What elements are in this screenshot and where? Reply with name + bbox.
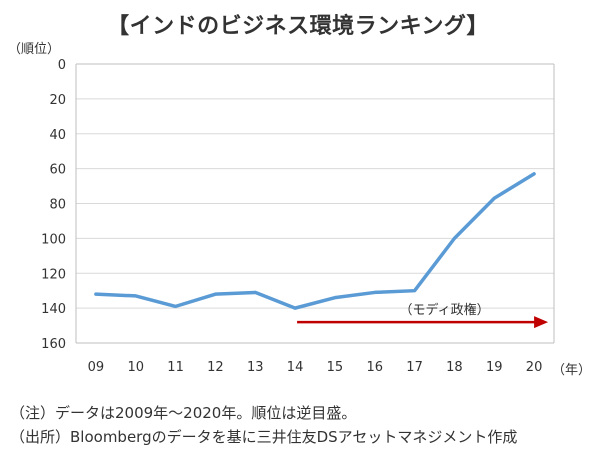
y-tick-label: 20: [49, 93, 66, 108]
y-axis-unit: （順位）: [8, 42, 61, 57]
x-tick-label: 18: [446, 360, 463, 375]
chart-title: 【インドのビジネス環境ランキング】: [107, 14, 489, 39]
x-tick-labels: 09 10 11 12 13 14 15 16 17 18 19 20: [88, 360, 543, 375]
annotation-group: （モディ政権）: [297, 302, 549, 329]
note-line: （注）データは2009年～2020年。順位は逆目盛。: [10, 404, 357, 422]
x-tick-label: 14: [287, 360, 304, 375]
x-tick-label: 15: [327, 360, 344, 375]
series-line: [94, 172, 536, 310]
y-tick-label: 80: [49, 198, 66, 213]
x-tick-label: 17: [406, 360, 423, 375]
x-tick-label: 20: [526, 360, 543, 375]
y-tick-label: 140: [41, 302, 66, 317]
y-tick-label: 0: [58, 58, 66, 73]
x-tick-label: 11: [167, 360, 184, 375]
y-tick-label: 100: [41, 232, 66, 247]
source-line: （出所）Bloombergのデータを基に三井住友DSアセットマネジメント作成: [10, 428, 518, 446]
x-tick-label: 10: [127, 360, 144, 375]
y-tick-labels: 0 20 40 60 80 100 120 140 160: [41, 58, 66, 352]
x-tick-label: 16: [366, 360, 383, 375]
x-tick-label: 13: [247, 360, 264, 375]
series-group: [94, 172, 536, 310]
line-chart: 0 20 40 60 80 100 120 140 160 09 10 11 12 13 14 15 16 17…: [41, 58, 555, 375]
x-tick-label: 19: [486, 360, 503, 375]
y-tick-label: 160: [41, 337, 66, 352]
x-tick-label: 12: [207, 360, 224, 375]
y-tick-label: 120: [41, 267, 66, 282]
grid-lines: [75, 63, 555, 344]
modi-era-arrow-head: [534, 316, 549, 329]
x-axis-unit: （年）: [552, 363, 592, 378]
y-tick-label: 40: [49, 128, 66, 143]
modi-era-label: （モディ政権）: [400, 302, 490, 318]
y-tick-label: 60: [49, 163, 66, 178]
x-tick-label: 09: [88, 360, 105, 375]
